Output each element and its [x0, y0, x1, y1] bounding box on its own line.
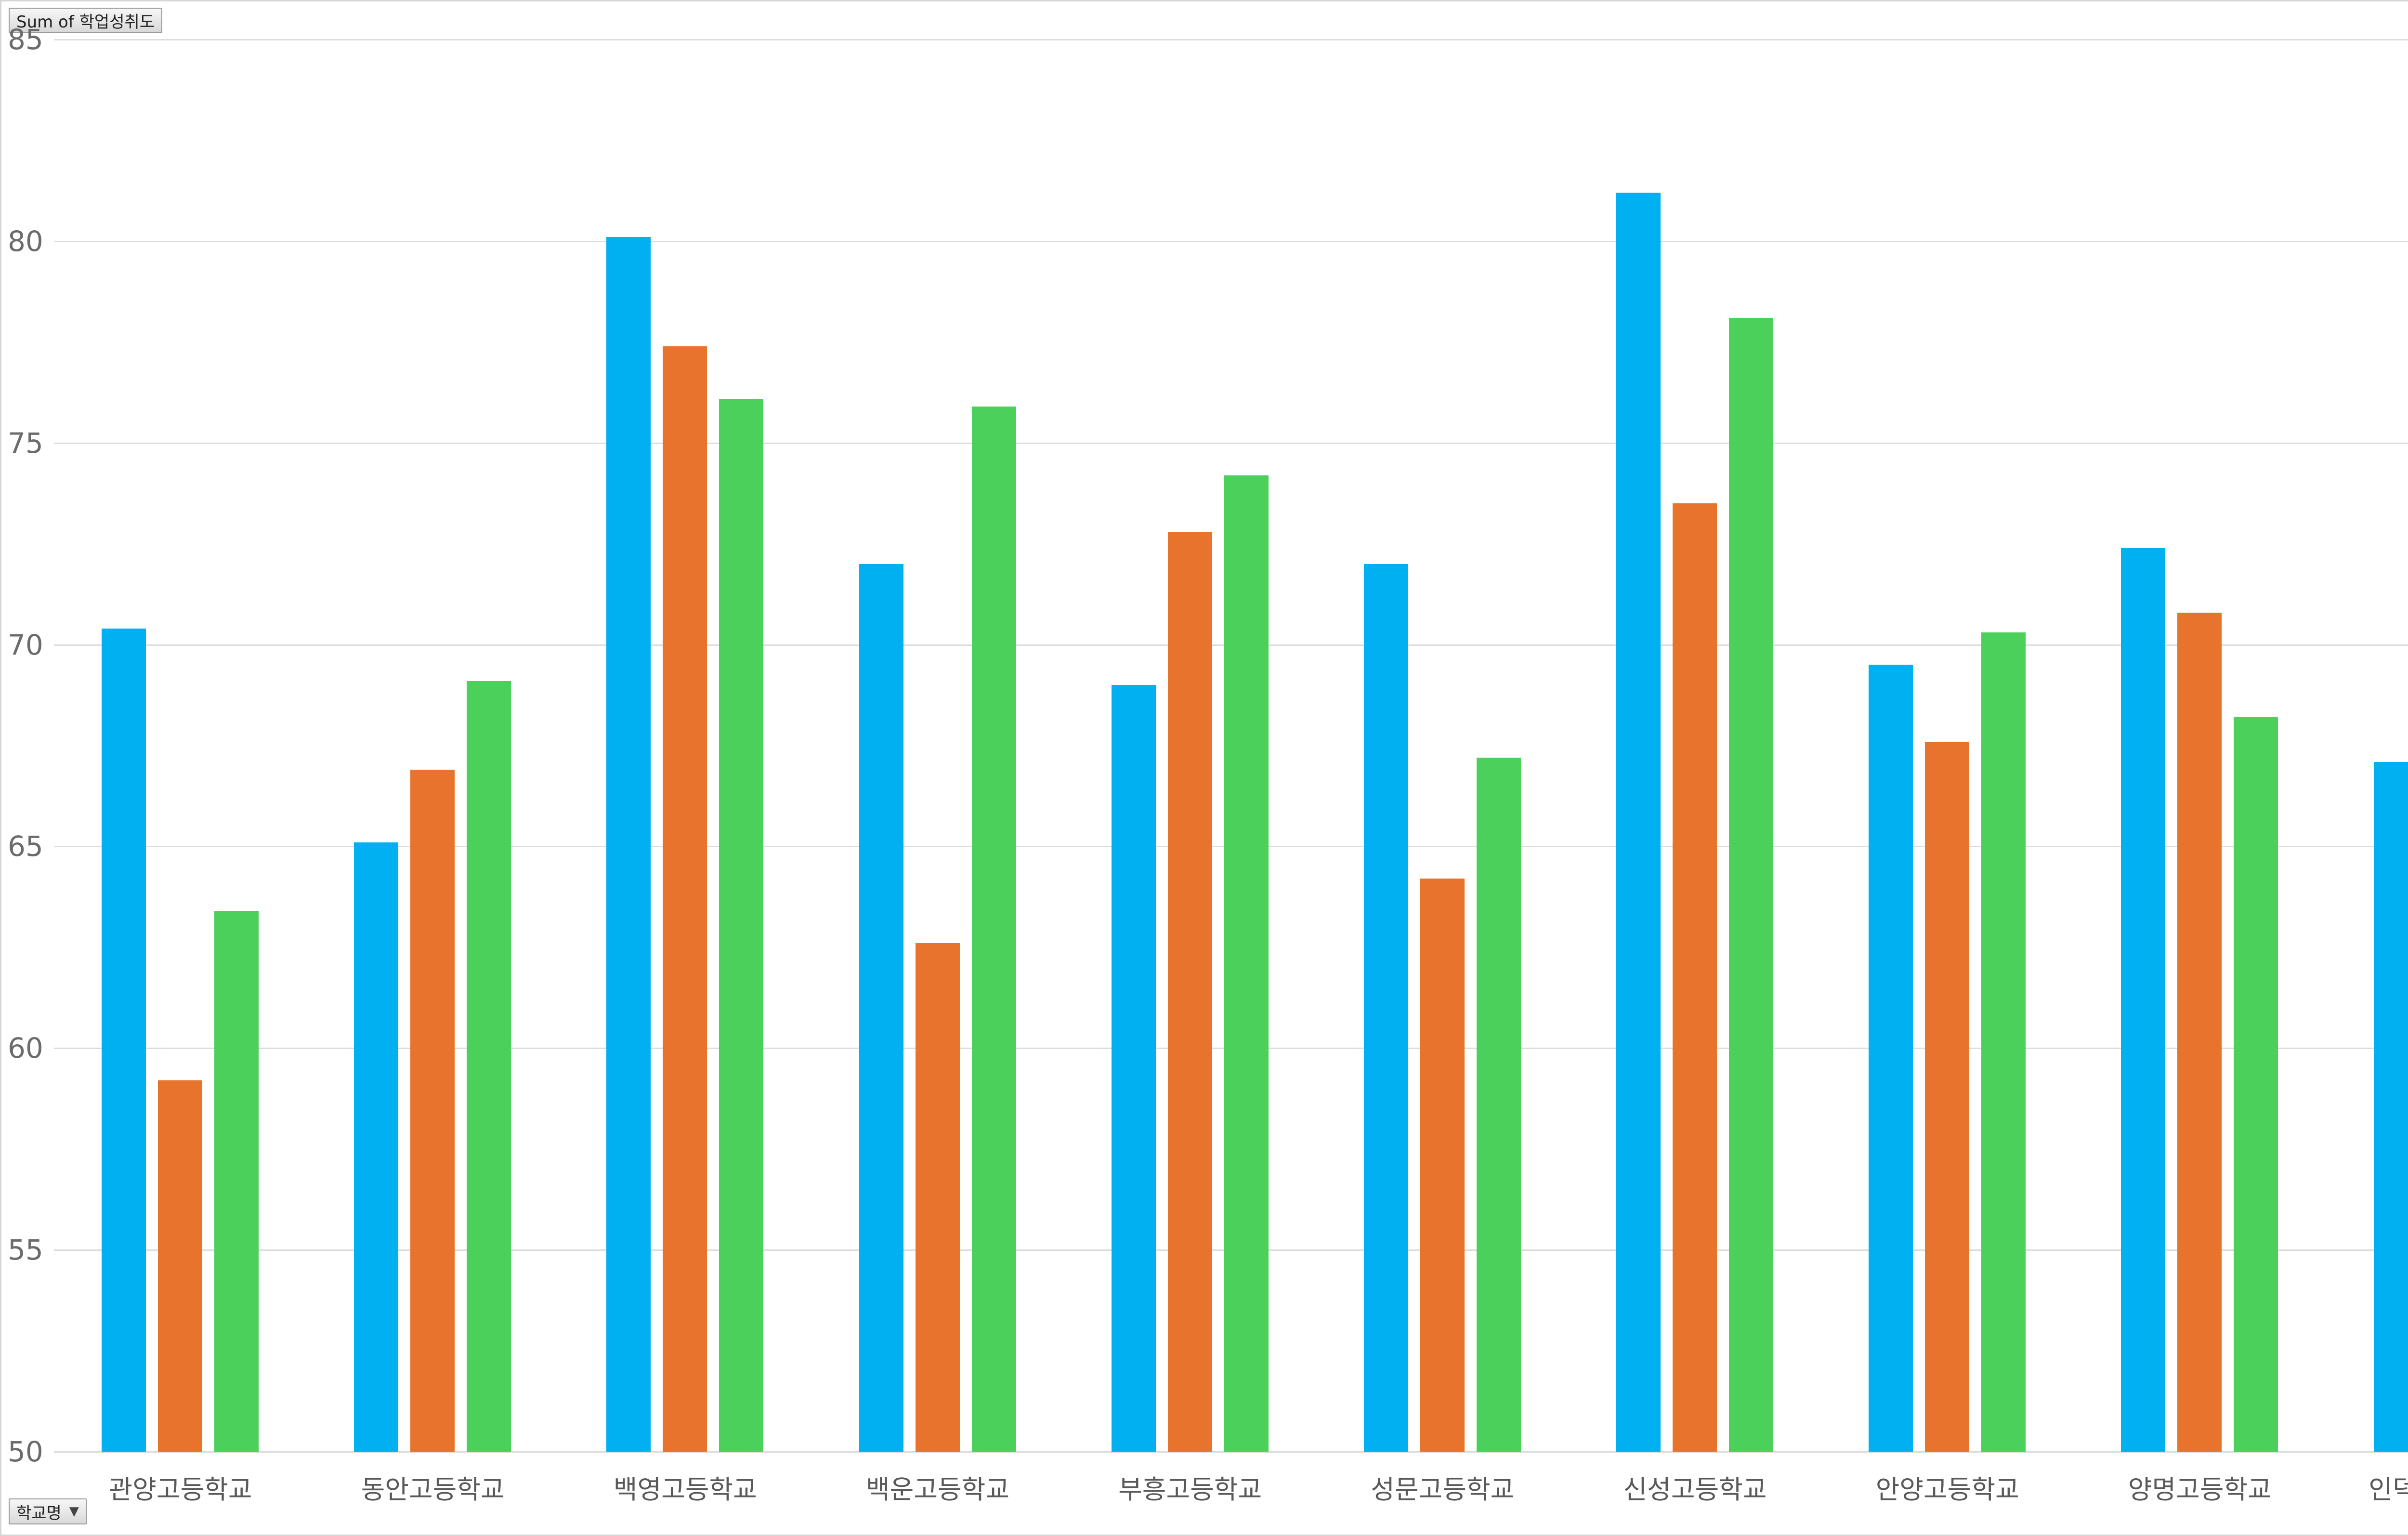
bar-영어[interactable] — [1729, 318, 1774, 1452]
bar-수학[interactable] — [2177, 612, 2222, 1452]
bar-group — [811, 39, 1064, 1452]
bar-수학[interactable] — [1673, 503, 1717, 1452]
bar-수학[interactable] — [915, 943, 960, 1452]
value-field-button[interactable]: Sum of 학업성취도 — [9, 8, 163, 33]
bar-영어[interactable] — [1476, 758, 1521, 1452]
bar-수학[interactable] — [1420, 879, 1465, 1452]
bar-수학[interactable] — [158, 1080, 203, 1452]
bar-국어[interactable] — [102, 629, 146, 1452]
category-field-button[interactable]: 학교명 ▼ — [9, 1498, 87, 1524]
bar-영어[interactable] — [214, 911, 259, 1452]
bar-국어[interactable] — [606, 237, 651, 1452]
bar-group — [2326, 39, 2408, 1452]
gridline — [54, 1451, 2408, 1453]
bar-국어[interactable] — [1869, 665, 1913, 1452]
bar-영어[interactable] — [971, 407, 1016, 1452]
gridline — [54, 442, 2408, 444]
value-field-label: Sum of 학업성취도 — [16, 12, 155, 32]
bar-영어[interactable] — [2234, 717, 2278, 1452]
y-axis-tick-label: 55 — [8, 1234, 43, 1267]
bar-영어[interactable] — [467, 681, 511, 1452]
category-field-label: 학교명 — [16, 1503, 62, 1523]
bar-국어[interactable] — [1111, 685, 1156, 1452]
x-axis-category-label: 양명고등학교 — [2128, 1474, 2272, 1505]
x-axis-category-label: 부흥고등학교 — [1118, 1474, 1262, 1505]
bar-수학[interactable] — [1925, 741, 1970, 1452]
x-axis-category-label: 신성고등학교 — [1623, 1474, 1767, 1505]
bar-수학[interactable] — [1167, 532, 1212, 1452]
bar-group — [559, 39, 811, 1452]
y-axis-tick-label: 85 — [8, 23, 43, 56]
bar-국어[interactable] — [2373, 761, 2408, 1452]
y-axis-tick-label: 60 — [8, 1032, 43, 1065]
bar-영어[interactable] — [719, 398, 764, 1452]
y-axis-tick-label: 70 — [8, 628, 43, 661]
y-axis-tick-label: 50 — [8, 1435, 43, 1468]
x-axis-category-label: 백영고등학교 — [613, 1474, 757, 1505]
x-axis-category-label: 관양고등학교 — [108, 1474, 252, 1505]
gridline — [54, 240, 2408, 242]
bar-수학[interactable] — [663, 346, 707, 1452]
bar-영어[interactable] — [1981, 632, 2026, 1452]
bar-국어[interactable] — [1363, 564, 1408, 1452]
bar-group — [1064, 39, 1316, 1452]
bar-국어[interactable] — [859, 564, 903, 1452]
bar-group — [54, 39, 306, 1452]
gridline — [54, 39, 2408, 40]
x-axis-category-label: 성문고등학교 — [1371, 1474, 1515, 1505]
y-axis-tick-label: 65 — [8, 830, 43, 863]
bar-group — [2073, 39, 2326, 1452]
bar-영어[interactable] — [1224, 475, 1269, 1452]
x-axis-category-label: 백운고등학교 — [865, 1474, 1010, 1505]
chevron-down-icon: ▼ — [69, 1504, 79, 1519]
bar-국어[interactable] — [354, 842, 399, 1452]
y-axis-tick-label: 80 — [8, 224, 43, 258]
x-axis-category-label: 인덕원고등학교 — [2369, 1474, 2408, 1505]
bar-국어[interactable] — [1616, 193, 1661, 1452]
bar-group — [1316, 39, 1569, 1452]
bar-수학[interactable] — [410, 770, 455, 1452]
bar-국어[interactable] — [2121, 548, 2166, 1452]
x-axis-category-label: 동안고등학교 — [361, 1474, 505, 1505]
plot-area — [54, 39, 2408, 1452]
bar-group — [1569, 39, 1821, 1452]
y-axis-tick-label: 75 — [8, 426, 43, 459]
x-axis-category-label: 안양고등학교 — [1875, 1474, 2019, 1505]
bar-group — [1821, 39, 2073, 1452]
bar-group — [306, 39, 559, 1452]
